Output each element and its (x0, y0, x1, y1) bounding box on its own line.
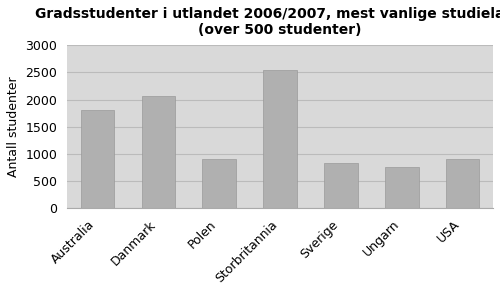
Bar (385, 167, 418, 208)
Bar (81, 110, 114, 208)
Y-axis label: Antall studenter: Antall studenter (7, 77, 20, 177)
Bar (142, 96, 175, 208)
Bar (324, 163, 358, 208)
Bar (264, 70, 297, 208)
Title: Gradsstudenter i utlandet 2006/2007, mest vanlige studieland
(over 500 studenter: Gradsstudenter i utlandet 2006/2007, mes… (36, 7, 500, 37)
Bar (446, 159, 480, 208)
Bar (202, 159, 236, 208)
